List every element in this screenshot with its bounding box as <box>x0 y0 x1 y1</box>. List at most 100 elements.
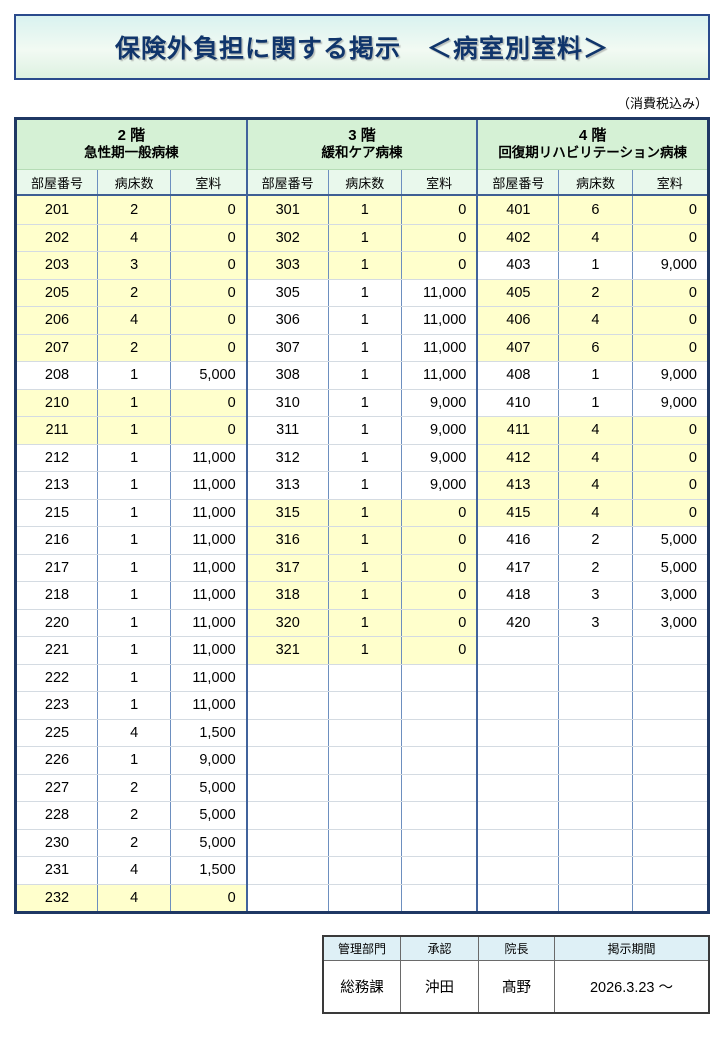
room-cell <box>478 747 558 774</box>
empty-row <box>247 663 477 691</box>
fee-cell: 11,000 <box>170 582 245 609</box>
approval-header-row: 管理部門 承認 院長 掲示期間 <box>324 937 708 961</box>
fee-cell: 0 <box>400 196 476 224</box>
fee-cell <box>631 747 707 774</box>
fee-cell: 9,000 <box>631 362 707 389</box>
fee-cell: 0 <box>631 499 707 526</box>
room-cell: 413 <box>506 477 531 494</box>
table-row: 211 1 0 <box>17 416 246 444</box>
beds-cell: 1 <box>558 362 631 389</box>
table-row: 415 4 0 <box>478 498 708 526</box>
fee-cell: 0 <box>170 224 245 251</box>
table-row: 318 1 0 <box>247 581 477 609</box>
fee-cell: 5,000 <box>631 554 707 581</box>
table-row: 208 1 5,000 <box>17 361 246 389</box>
table-row: 202 4 0 <box>17 223 246 251</box>
room-cell: 302 <box>275 229 300 246</box>
table-row: 213 1 11,000 <box>17 471 246 499</box>
fee-cell: 0 <box>400 609 476 636</box>
beds-cell: 2 <box>97 829 170 856</box>
beds-cell <box>327 802 401 829</box>
room-cell: 220 <box>44 614 70 631</box>
empty-row <box>247 718 477 747</box>
empty-row <box>478 883 708 912</box>
ward-name: 緩和ケア病棟 <box>321 145 403 161</box>
table-row: 222 1 11,000 <box>17 663 246 691</box>
fee-cell <box>400 857 476 884</box>
room-cell: 303 <box>275 257 300 274</box>
room-cell <box>248 720 328 747</box>
table-row: 416 2 5,000 <box>478 526 708 554</box>
approval-value-director: 髙野 <box>478 961 554 1012</box>
fee-cell: 0 <box>400 224 476 251</box>
room-cell: 203 <box>44 257 70 274</box>
table-row: 232 4 0 <box>17 883 246 911</box>
beds-cell: 1 <box>97 499 170 526</box>
room-cell: 316 <box>275 532 300 549</box>
beds-cell <box>327 884 401 911</box>
fee-cell <box>631 857 707 884</box>
empty-row <box>478 746 708 774</box>
beds-cell: 3 <box>558 609 631 636</box>
fee-cell: 0 <box>400 637 476 664</box>
fee-cell: 0 <box>631 224 707 251</box>
table-row: 215 1 11,000 <box>17 498 246 526</box>
empty-row <box>478 636 708 664</box>
floor-header: 3 階 緩和ケア病棟 <box>247 120 477 170</box>
fee-cell: 0 <box>400 499 476 526</box>
beds-cell: 2 <box>558 279 631 306</box>
table-row: 303 1 0 <box>247 251 477 279</box>
room-cell: 418 <box>506 587 531 604</box>
room-cell: 206 <box>44 312 70 329</box>
beds-cell: 2 <box>97 279 170 306</box>
beds-cell <box>327 774 401 801</box>
floor-label: 2 階 <box>117 126 146 144</box>
beds-cell: 4 <box>558 224 631 251</box>
beds-cell <box>327 719 401 746</box>
fee-cell <box>631 692 707 719</box>
room-cell: 222 <box>44 669 70 686</box>
fee-cell: 11,000 <box>170 499 245 526</box>
beds-cell: 3 <box>558 582 631 609</box>
room-cell: 317 <box>275 559 300 576</box>
beds-cell <box>558 747 631 774</box>
fee-cell: 3,000 <box>631 582 707 609</box>
beds-cell: 2 <box>97 774 170 801</box>
table-row: 307 1 11,000 <box>247 333 477 361</box>
fee-cell: 0 <box>400 582 476 609</box>
room-cell: 218 <box>44 587 70 604</box>
floor-section-3f: 3 階 緩和ケア病棟 部屋番号 病床数 室料 301 1 0 302 1 0 303 1 0 30… <box>245 120 477 911</box>
beds-cell: 1 <box>97 527 170 554</box>
column-header-row: 部屋番号 病床数 室料 <box>17 170 246 196</box>
empty-row <box>247 746 477 774</box>
beds-cell: 1 <box>97 582 170 609</box>
section-rows: 301 1 0 302 1 0 303 1 0 305 1 11,000 306 1 11,000 307 1 1… <box>247 196 477 911</box>
column-header-fee: 室料 <box>400 170 476 194</box>
table-row: 218 1 11,000 <box>17 581 246 609</box>
beds-cell: 1 <box>97 389 170 416</box>
room-cell: 207 <box>44 339 70 356</box>
room-cell <box>478 885 558 912</box>
beds-cell: 1 <box>558 389 631 416</box>
fee-cell <box>631 664 707 691</box>
room-cell: 310 <box>275 394 300 411</box>
table-row: 411 4 0 <box>478 416 708 444</box>
beds-cell: 1 <box>327 307 401 334</box>
table-row: 406 4 0 <box>478 306 708 334</box>
beds-cell: 6 <box>558 334 631 361</box>
empty-row <box>247 801 477 829</box>
room-cell: 407 <box>506 339 531 356</box>
room-cell <box>478 665 558 692</box>
approval-value-dept: 総務課 <box>340 980 384 996</box>
room-cell: 412 <box>506 449 531 466</box>
beds-cell: 1 <box>327 389 401 416</box>
room-cell: 320 <box>275 614 300 631</box>
room-cell <box>478 775 558 802</box>
fee-cell: 11,000 <box>170 554 245 581</box>
table-row: 306 1 11,000 <box>247 306 477 334</box>
room-cell <box>248 830 328 857</box>
table-row: 226 1 9,000 <box>17 746 246 774</box>
empty-row <box>247 773 477 801</box>
fee-cell: 11,000 <box>400 279 476 306</box>
beds-cell <box>327 692 401 719</box>
